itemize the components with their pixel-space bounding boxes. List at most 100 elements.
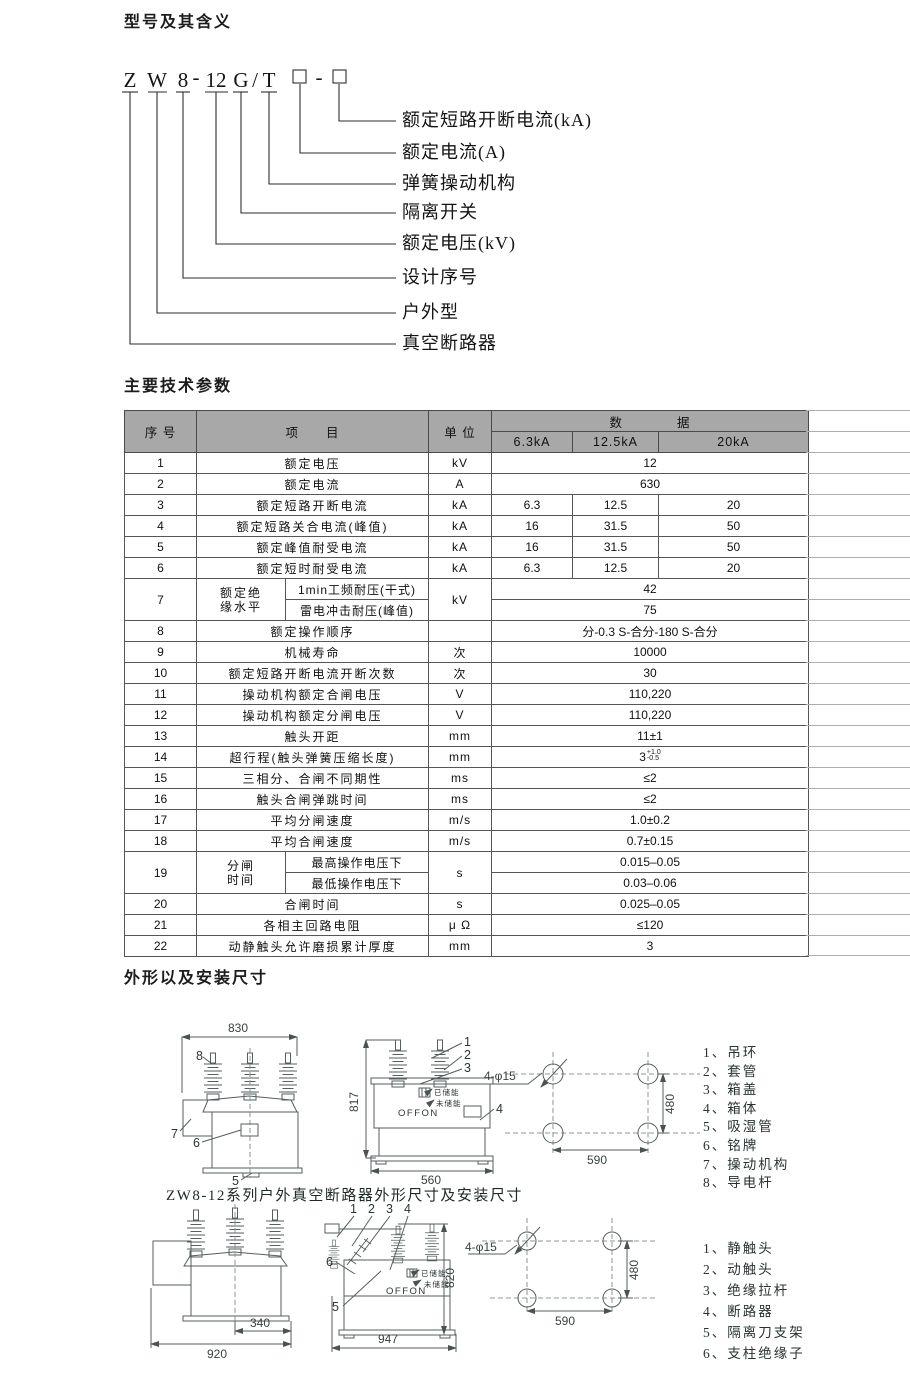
callout-3b: 3 (386, 1202, 393, 1216)
table-row: 11 操动机构额定合闸电压 V 110,220 (124, 683, 809, 705)
cell-no: 7 (124, 578, 197, 621)
model-char: W (147, 68, 167, 92)
parts-list-item: 6、支柱绝缘子 (703, 1346, 805, 1361)
model-char: G (233, 68, 248, 92)
cell-no: 4 (124, 515, 197, 537)
cell-unit: s (428, 851, 492, 894)
cell-no: 15 (124, 767, 197, 789)
table-row: 22 动静触头允许磨损累计厚度 mm 3 (124, 935, 809, 957)
table-row: 15 三相分、合闸不同期性 ms ≤2 (124, 767, 809, 789)
cell-no: 10 (124, 662, 197, 684)
ruled-line (806, 410, 910, 411)
cell-value: 3 +1.0 -0.5 (491, 746, 809, 768)
cell-no: 5 (124, 536, 197, 558)
cell-value: 0.03–0.06 (491, 872, 809, 894)
cell-no: 8 (124, 620, 197, 642)
cell-value: 20 (658, 494, 809, 516)
cell-no: 9 (124, 641, 197, 663)
callout-8: 8 (196, 1049, 203, 1063)
cell-item: 平均合闸速度 (196, 830, 429, 852)
dim-820: 820 (443, 1268, 457, 1288)
cell-no: 2 (124, 473, 197, 495)
header-item: 项 目 (196, 410, 429, 453)
cell-item: 三相分、合闸不同期性 (196, 767, 429, 789)
model-label: 隔离开关 (402, 202, 478, 222)
cell-unit: 次 (428, 662, 492, 684)
callout-3: 3 (464, 1061, 471, 1075)
table-row: 最低操作电压下 0.03–0.06 (125, 872, 809, 894)
callout-7: 7 (171, 1127, 178, 1141)
cell-no: 13 (124, 725, 197, 747)
cell-item: 额定短路开断电流开断次数 (196, 662, 429, 684)
cell-item: 额定峰值耐受电流 (196, 536, 429, 558)
cell-value: 1.0±0.2 (491, 809, 809, 831)
ruled-line (806, 704, 910, 705)
ruled-line (806, 473, 910, 474)
parts-list-item: 2、套管 (703, 1063, 759, 1079)
model-char: - (193, 65, 200, 89)
model-char: / (252, 68, 258, 92)
cell-value: 31.5 (572, 536, 659, 558)
table-row: 3 额定短路开断电流 kA 6.3 12.5 20 (124, 494, 809, 516)
cell-value: 10000 (491, 641, 809, 663)
model-meaning-diagram: Z W 8 - 12 G / T - 额定短路开断电流(kA) 额定电流(A (122, 65, 591, 353)
dim-590-a: 590 (587, 1153, 607, 1167)
table-row: 20 合闸时间 s 0.025–0.05 (124, 893, 809, 915)
cell-value: 0.7±0.15 (491, 830, 809, 852)
header-unit: 单 位 (428, 410, 492, 453)
parts-list-item: 4、箱体 (703, 1100, 759, 1116)
cell-value: ≤2 (491, 788, 809, 810)
uncharged-label: 未储能 (436, 1098, 462, 1108)
params-section-title: 主要技术参数 (124, 378, 233, 395)
cell-unit: kA (428, 494, 492, 516)
table-row: 13 触头开距 mm 11±1 (124, 725, 809, 747)
cell-unit: mm (428, 935, 492, 957)
cell-unit: mm (428, 725, 492, 747)
cell-value: 3 (491, 935, 809, 957)
cell-value: 11±1 (491, 725, 809, 747)
cell-unit: A (428, 473, 492, 495)
cell-value: ≤2 (491, 767, 809, 789)
cell-no: 14 (124, 746, 197, 768)
parts-list-item: 5、隔离刀支架 (703, 1325, 805, 1340)
header-col-20ka: 20kA (658, 431, 809, 453)
offon-label-b: OFFON (386, 1286, 427, 1297)
cell-value: 16 (491, 515, 573, 537)
cell-no: 22 (124, 935, 197, 957)
callout-5b: 5 (332, 1300, 339, 1314)
ruled-line (806, 893, 910, 894)
cell-value: 分-0.3 S-合分-180 S-合分 (491, 620, 809, 642)
table-row: 17 平均分闸速度 m/s 1.0±0.2 (124, 809, 809, 831)
dim-480-b: 480 (627, 1260, 641, 1280)
cell-value: 6.3 (491, 557, 573, 579)
header-col-12-5ka: 12.5kA (572, 431, 659, 453)
cell-value: 50 (658, 515, 809, 537)
header-col-6-3ka: 6.3kA (491, 431, 573, 453)
cell-value: 31.5 (572, 515, 659, 537)
table-row: 1 额定电压 kV 12 (124, 452, 809, 474)
cell-item: 额定短时耐受电流 (196, 557, 429, 579)
model-label: 真空断路器 (402, 333, 497, 353)
table-row: 18 平均合闸速度 m/s 0.7±0.15 (124, 830, 809, 852)
ruled-line (806, 515, 910, 516)
callout-4: 4 (496, 1102, 503, 1116)
cell-value: 16 (491, 536, 573, 558)
header-data: 数 据 (491, 410, 809, 432)
table-row: 19 分闸 时间 最高操作电压下 s 0.015–0.05 (124, 851, 809, 894)
front-view-a (179, 1034, 303, 1181)
cell-value: 12 (491, 452, 809, 474)
table-header-row: 序 号 项 目 单 位 数 据 (124, 410, 809, 453)
parts-list-item: 5、吸湿管 (703, 1119, 774, 1135)
cell-subitem: 雷电冲击耐压(峰值) (285, 599, 429, 621)
cell-unit: V (428, 683, 492, 705)
model-label: 户外型 (402, 302, 459, 322)
cell-unit: m/s (428, 830, 492, 852)
cell-item: 机械寿命 (196, 641, 429, 663)
table-row: 10 额定短路开断电流开断次数次 30 (124, 662, 809, 684)
cell-no: 3 (124, 494, 197, 516)
cell-value: 20 (658, 557, 809, 579)
cell-item: 动静触头允许磨损累计厚度 (196, 935, 429, 957)
ruled-line (806, 830, 910, 831)
parts-list-item: 3、绝缘拉杆 (703, 1283, 790, 1298)
cell-subitem: 1min工频耐压(干式) (285, 578, 429, 600)
